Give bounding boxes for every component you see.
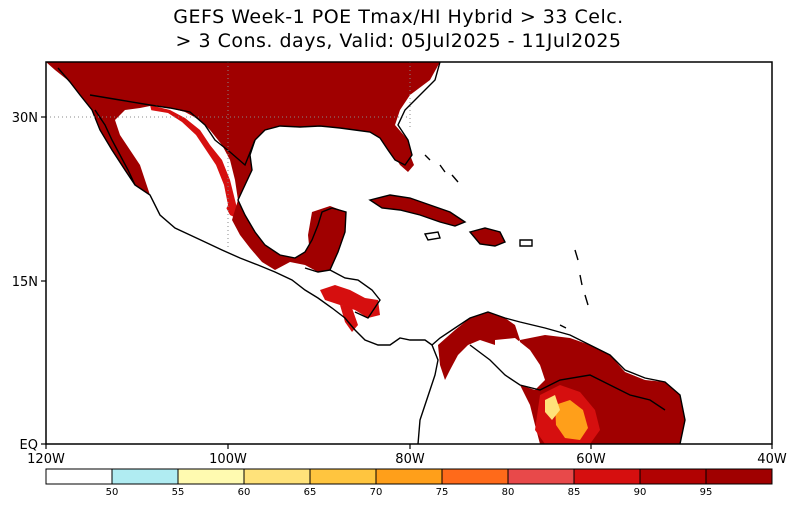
axis-ticks <box>41 116 773 449</box>
colorbar-swatch <box>177 468 245 485</box>
colorbar-label: 65 <box>304 487 317 498</box>
colorbar: 50 55 60 65 70 75 80 85 90 95 <box>45 468 773 498</box>
shading-central-america <box>320 285 380 318</box>
map-title-line-1: GEFS Week-1 POE Tmax/HI Hybrid > 33 Celc… <box>173 6 624 28</box>
shading-venezuela-north <box>438 312 520 380</box>
colorbar-swatch <box>309 468 377 485</box>
colorbar-swatch <box>243 468 311 485</box>
shading-costa-rica <box>340 305 358 332</box>
colorbar-label: 95 <box>700 487 713 498</box>
grid-lines <box>46 62 411 250</box>
colorbar-label: 60 <box>238 487 251 498</box>
shading-florida <box>372 128 414 172</box>
map-title-line-2: > 3 Cons. days, Valid: 05Jul2025 - 11Jul… <box>175 30 622 52</box>
shading-brazil-orange <box>555 400 588 440</box>
colorbar-label: 90 <box>634 487 647 498</box>
x-tick-label: 100W <box>209 452 247 467</box>
coast-cuba <box>368 194 467 227</box>
colorbar-swatch <box>375 468 443 485</box>
coast-mexico-gulf <box>237 139 347 271</box>
coast-gulf-of-mexico <box>254 62 441 166</box>
border-south-america <box>469 344 666 411</box>
coastlines <box>57 62 686 444</box>
island-lesser-antilles <box>559 249 589 329</box>
colorbar-label: 80 <box>502 487 515 498</box>
coast-south-america <box>431 311 686 444</box>
colorbar-swatch <box>639 468 707 485</box>
shading-cuba <box>370 195 465 226</box>
border-us-mexico <box>89 94 256 167</box>
coast-hispaniola <box>468 227 506 247</box>
y-tick-label: EQ <box>20 438 38 453</box>
island-jamaica <box>423 231 441 241</box>
border-central-america <box>304 267 381 319</box>
x-tick-label: 40W <box>757 452 787 467</box>
coast-north-america <box>57 67 433 346</box>
y-tick-label: 15N <box>12 275 38 290</box>
x-tick-label: 60W <box>576 452 606 467</box>
y-tick-label: 30N <box>12 111 38 126</box>
colorbar-swatch <box>705 468 773 485</box>
island-bahamas <box>424 154 459 183</box>
shading-yucatan <box>308 206 346 272</box>
shading-brazil-yellow <box>545 395 560 420</box>
islands <box>423 154 589 329</box>
colorbar-label: 70 <box>370 487 383 498</box>
coast-baja <box>94 109 136 186</box>
colorbar-swatch <box>507 468 575 485</box>
shading-mexico-white-interior <box>146 110 228 230</box>
colorbar-swatch <box>45 468 113 485</box>
x-tick-label: 80W <box>395 452 425 467</box>
colorbar-swatch <box>111 468 179 485</box>
colorbar-label: 50 <box>106 487 119 498</box>
colorbar-label: 55 <box>172 487 185 498</box>
island-puerto-rico <box>519 239 533 247</box>
colorbar-label: 85 <box>568 487 581 498</box>
colorbar-swatch <box>573 468 641 485</box>
plot-frame <box>45 61 773 445</box>
x-tick-label: 120W <box>27 452 65 467</box>
shading-venezuela-interior-white <box>495 338 545 390</box>
shading-usa-mexico-north <box>46 62 440 200</box>
colorbar-swatch <box>441 468 509 485</box>
shading-layer <box>46 62 685 444</box>
coast-pacific-sa <box>417 344 439 444</box>
colorbar-label: 75 <box>436 487 449 498</box>
